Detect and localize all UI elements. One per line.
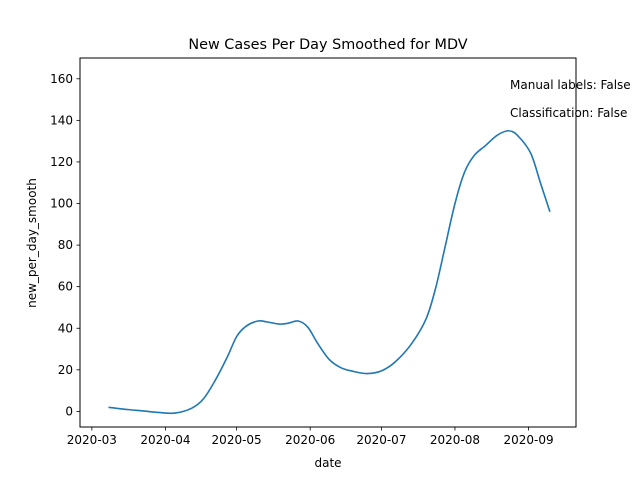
y-tick-label: 120	[50, 155, 73, 169]
x-axis-label: date	[314, 456, 341, 470]
x-tick-label: 2020-06	[285, 433, 335, 447]
series-line	[108, 129, 551, 415]
x-tick-label: 2020-09	[503, 433, 553, 447]
annotations: Manual labels: False Classification: Fals…	[510, 78, 631, 120]
y-tick-label: 80	[58, 238, 73, 252]
y-tick-label: 100	[50, 197, 73, 211]
x-tick-label: 2020-03	[67, 433, 117, 447]
y-axis-ticks: 0 20 40 60 80 100 120 140 160	[50, 72, 80, 418]
x-tick-label: 2020-07	[356, 433, 406, 447]
y-tick-label: 40	[58, 321, 73, 335]
y-tick-label: 20	[58, 363, 73, 377]
plot-frame	[79, 57, 577, 428]
y-tick-label: 160	[50, 72, 73, 86]
annotation-text: Classification: False	[510, 106, 627, 120]
x-tick-label: 2020-04	[140, 433, 190, 447]
y-axis-label: new_per_day_smooth	[25, 178, 39, 308]
y-tick-label: 140	[50, 113, 73, 127]
x-tick-label: 2020-05	[212, 433, 262, 447]
x-tick-label: 2020-08	[430, 433, 480, 447]
y-tick-label: 60	[58, 280, 73, 294]
x-axis-ticks: 2020-03 2020-04 2020-05 2020-06 2020-07 2020-…	[67, 427, 554, 447]
y-tick-label: 0	[65, 404, 73, 418]
annotation-text: Manual labels: False	[510, 78, 631, 92]
chart-title: New Cases Per Day Smoothed for MDV	[188, 37, 467, 53]
